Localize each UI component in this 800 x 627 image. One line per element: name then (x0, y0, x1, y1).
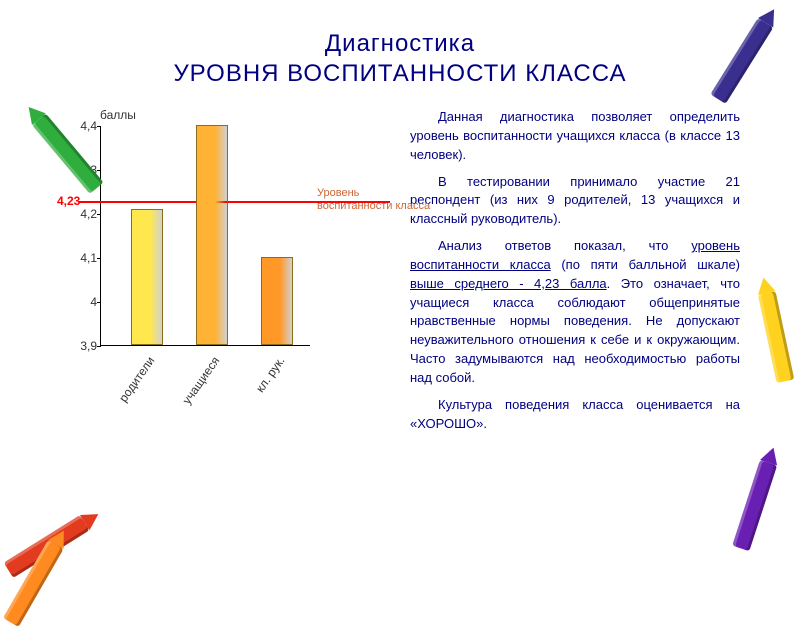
y-tick-label: 4,4 (65, 119, 97, 133)
x-tick-label: кл. рук. (242, 354, 288, 411)
y-axis-title: баллы (100, 108, 380, 122)
y-tick-label: 4,2 (65, 207, 97, 221)
y-tick-label: 4 (65, 295, 97, 309)
page-title: Диагностика УРОВНЯ ВОСПИТАННОСТИ КЛАССА (0, 0, 800, 88)
bar-кл. рук. (261, 257, 293, 345)
x-tick-label: учащиеся (177, 354, 223, 411)
plot-area: 3,944,14,24,34,44,23Уровень воспитанност… (100, 126, 310, 346)
x-tick-label: родители (112, 354, 158, 411)
bar-учащиеся (196, 125, 228, 345)
content-row: баллы 3,944,14,24,34,44,23Уровень воспит… (0, 88, 800, 442)
paragraph-1: Данная диагностика позволяет определить … (410, 108, 740, 165)
title-line-1: Диагностика (0, 30, 800, 58)
paragraph-3: Анализ ответов показал, что уровень восп… (410, 237, 740, 388)
description-text: Данная диагностика позволяет определить … (410, 108, 760, 442)
bar-chart: баллы 3,944,14,24,34,44,23Уровень воспит… (60, 108, 380, 442)
y-tick-label: 4,1 (65, 251, 97, 265)
average-line-legend: Уровень воспитанности класса (317, 187, 437, 213)
paragraph-4: Культура поведения класса оценивается на… (410, 396, 740, 434)
x-axis-labels: родителиучащиесякл. рук. (100, 346, 310, 406)
bar-родители (131, 209, 163, 345)
y-tick-label: 3,9 (65, 339, 97, 353)
underlined-phrase-2: выше среднего - 4,23 балла (410, 276, 607, 291)
paragraph-2: В тестировании принимало участие 21 респ… (410, 173, 740, 230)
title-line-2: УРОВНЯ ВОСПИТАННОСТИ КЛАССА (0, 60, 800, 88)
average-line-label: 4,23 (57, 194, 80, 208)
